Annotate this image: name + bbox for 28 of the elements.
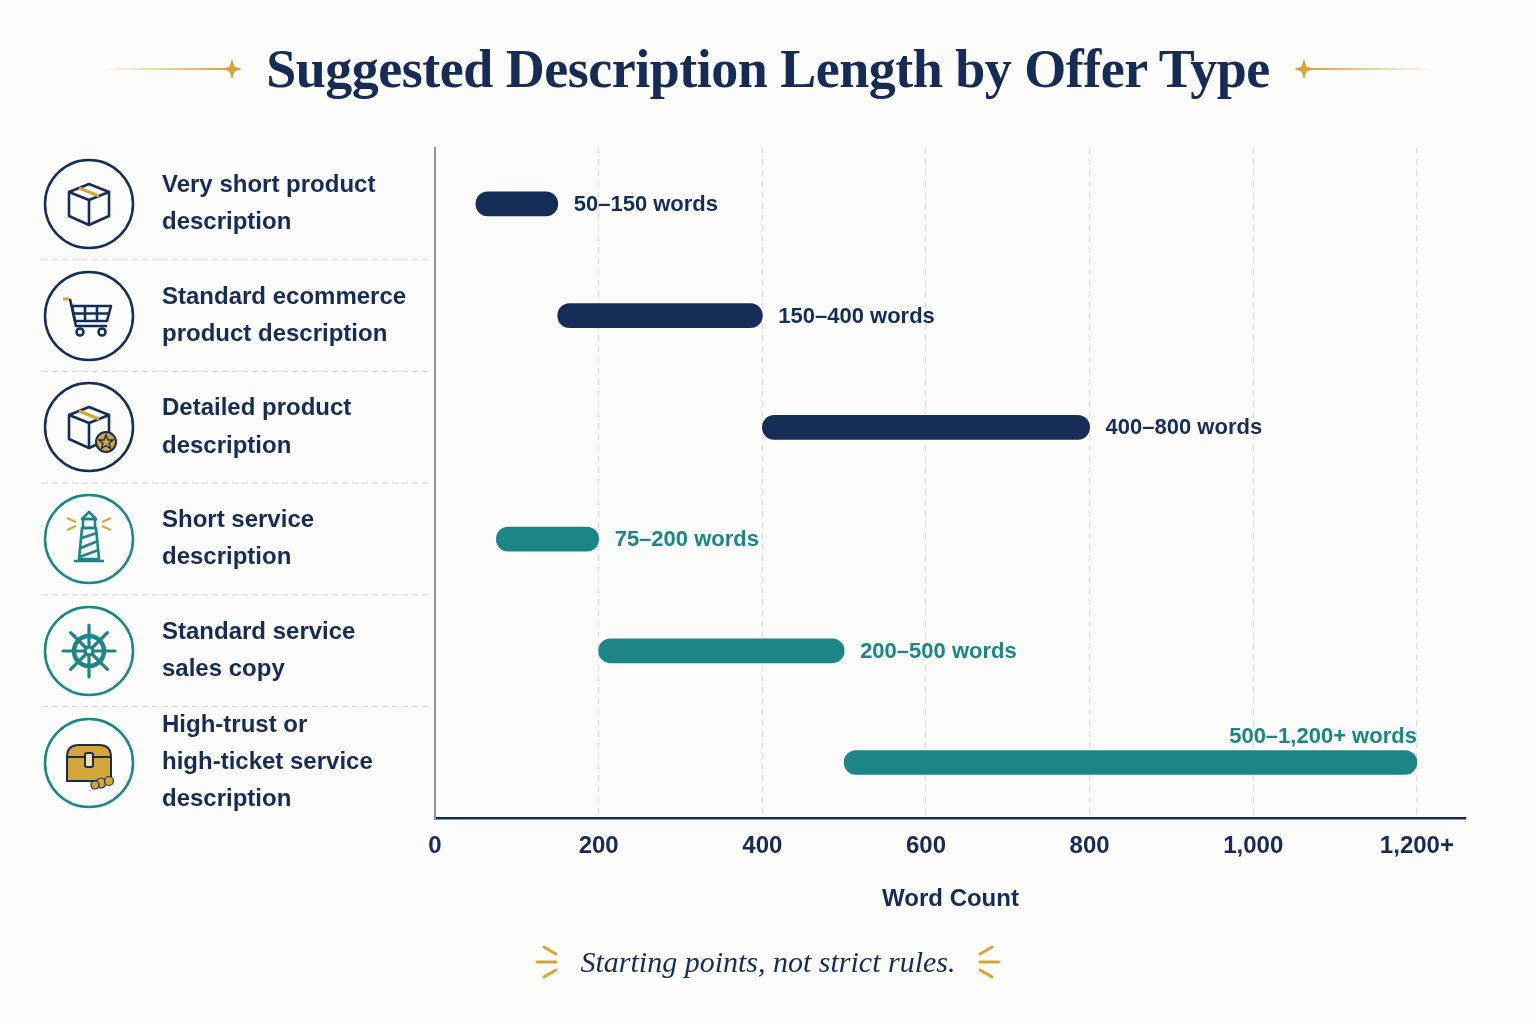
x-tick-label: 1,200+ [1379,831,1454,859]
y-tick-label: Short service description [162,505,315,570]
y-tick-label: Very short product description [162,169,376,235]
text: Starting points, not strict rules. [580,945,956,979]
x-tick-label: 800 [1069,831,1110,859]
x-tick-label: 0 [428,831,442,859]
x-tick-label: 1,000 [1223,831,1284,859]
y-tick-label: Detailed product description [162,393,352,458]
x-tick-label: 400 [742,831,783,859]
y-tick-label: Standard service sales copy [162,616,356,682]
data-label: 50–150 words [573,190,719,216]
bar [557,303,763,328]
data-label: 150–400 words [778,302,935,328]
bar [761,415,1090,440]
data-label: 500–1,200+ words [1229,722,1417,748]
y-tick-label: Standard ecommerce product description [162,281,407,346]
y-tick-label: High-trust or high-ticket service description [162,709,373,812]
data-label: 75–200 words [614,526,759,552]
bar [598,638,845,664]
x-tick-label: 200 [578,831,619,859]
bar [843,750,1418,775]
bar [475,191,559,217]
bar [496,526,599,552]
chart-title: Suggested Description Length by Offer Type [266,38,1270,101]
data-label: 200–500 words [860,637,1017,663]
x-tick-label: 600 [905,831,946,859]
data-label: 400–800 words [1105,414,1263,440]
x-axis-title: Word Count [882,884,1019,912]
